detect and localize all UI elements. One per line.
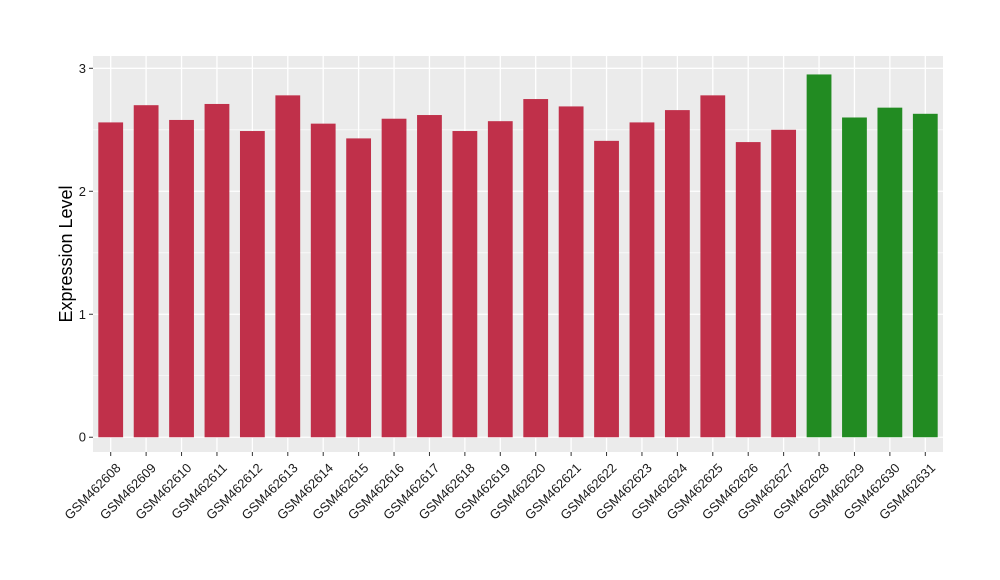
bar-GSM462608 bbox=[98, 122, 124, 438]
bar-GSM462628 bbox=[806, 74, 832, 438]
bar-GSM462630 bbox=[877, 107, 903, 438]
bar-GSM462618 bbox=[452, 131, 478, 438]
bar-GSM462611 bbox=[204, 103, 230, 438]
bar-GSM462625 bbox=[700, 95, 726, 438]
bar-GSM462616 bbox=[381, 118, 407, 438]
bar-GSM462626 bbox=[735, 142, 761, 438]
bar-GSM462627 bbox=[771, 129, 797, 438]
bar-GSM462615 bbox=[346, 138, 372, 438]
y-tick-label: 0 bbox=[79, 430, 86, 445]
bar-GSM462613 bbox=[275, 95, 301, 438]
bar-GSM462610 bbox=[169, 119, 194, 438]
y-tick-label: 2 bbox=[79, 184, 86, 199]
bar-GSM462614 bbox=[310, 123, 336, 438]
bar-GSM462612 bbox=[239, 131, 265, 438]
y-axis-title: Expression Level bbox=[56, 185, 76, 322]
bar-GSM462620 bbox=[523, 99, 549, 438]
y-axis: 0 1 2 3 bbox=[79, 61, 93, 445]
y-tick-label: 1 bbox=[79, 307, 86, 322]
bar-GSM462622 bbox=[594, 140, 619, 438]
bar-GSM462631 bbox=[912, 113, 938, 438]
bar-series bbox=[98, 74, 938, 438]
bar-GSM462624 bbox=[664, 110, 690, 438]
y-tick-label: 3 bbox=[79, 61, 86, 76]
panel-background bbox=[93, 56, 943, 452]
bar-GSM462623 bbox=[629, 122, 655, 438]
bar-GSM462621 bbox=[558, 106, 584, 438]
bar-GSM462617 bbox=[417, 115, 442, 438]
bar-GSM462629 bbox=[842, 117, 867, 438]
bar-GSM462619 bbox=[487, 121, 513, 438]
bar-GSM462609 bbox=[133, 105, 159, 438]
